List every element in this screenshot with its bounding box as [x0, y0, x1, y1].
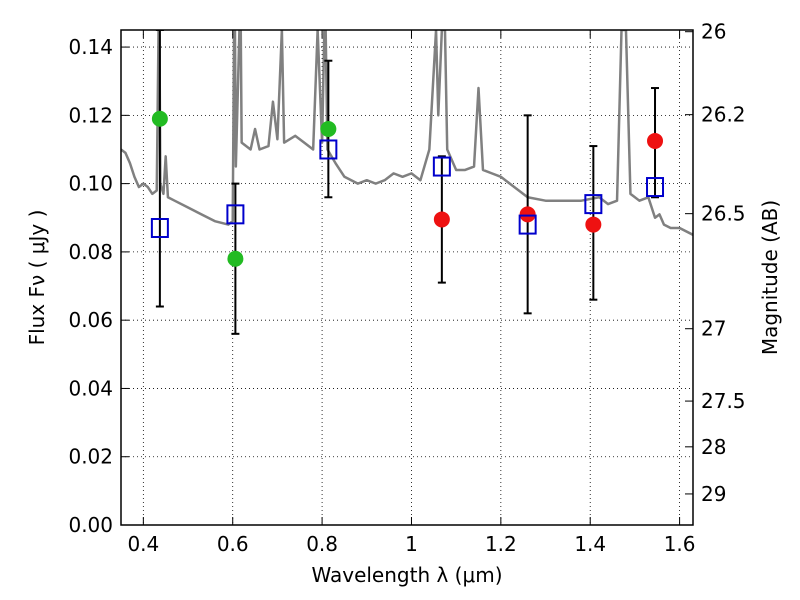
red-point — [585, 216, 602, 233]
y-tick-label: 0.14 — [68, 35, 113, 59]
y-tick-label: 0.08 — [68, 240, 113, 264]
model-square-point — [518, 214, 537, 235]
model-square-point — [319, 139, 338, 160]
green-point — [320, 121, 337, 137]
y-tick-label: 0.02 — [68, 445, 113, 469]
red-point — [647, 132, 664, 149]
x-tick-label: 0.8 — [306, 532, 338, 556]
x-axis-label: Wavelength λ (μm) — [311, 563, 502, 587]
red-point — [433, 211, 450, 228]
x-tick-label: 1.6 — [664, 532, 696, 556]
red-point — [519, 206, 536, 223]
plot-frame — [120, 29, 694, 526]
y2-tick-label: 27 — [701, 317, 726, 341]
y2-ticks: 26 26.2 26.5 27 27.5 28 29 — [685, 20, 746, 506]
y-tick-label: 0.12 — [68, 103, 113, 127]
y-tick-label: 0.10 — [68, 172, 113, 196]
x-tick-label: 1.4 — [574, 532, 606, 556]
x-tick-label: 0.4 — [127, 532, 159, 556]
y-axis-label: Flux Fν ( μJy ) — [25, 210, 49, 346]
model-square-point — [584, 194, 603, 215]
green-point — [151, 110, 168, 127]
plot-area — [121, 30, 693, 335]
y-tick-label: 0.06 — [68, 308, 113, 332]
model-spectrum-line — [121, 30, 693, 236]
grid — [121, 30, 693, 526]
y-tick-label: 0.00 — [68, 513, 113, 537]
model-square-point — [150, 218, 169, 238]
y2-tick-label: 26.5 — [701, 202, 746, 226]
x-tick-label: 1.2 — [485, 532, 517, 556]
y2-tick-label: 28 — [701, 435, 726, 459]
y2-tick-label: 27.5 — [701, 389, 746, 413]
y2-axis-label: Magnitude (AB) — [758, 200, 782, 355]
y2-tick-label: 26.2 — [701, 103, 746, 127]
x-tick-label: 0.6 — [217, 532, 249, 556]
model-square-point — [646, 177, 665, 198]
x-ticks: 0.4 0.6 0.8 1 1.2 1.4 1.6 — [127, 30, 696, 556]
y2-tick-label: 26 — [701, 20, 726, 44]
model-square-point — [226, 204, 245, 225]
y-tick-label: 0.04 — [68, 376, 113, 400]
x-tick-label: 1 — [405, 532, 418, 556]
green-point — [227, 250, 244, 267]
model-square-point — [432, 156, 451, 177]
y2-tick-label: 29 — [701, 482, 726, 506]
y-ticks: 0.00 0.02 0.04 0.06 0.08 0.10 0.12 0.14 — [68, 35, 129, 537]
